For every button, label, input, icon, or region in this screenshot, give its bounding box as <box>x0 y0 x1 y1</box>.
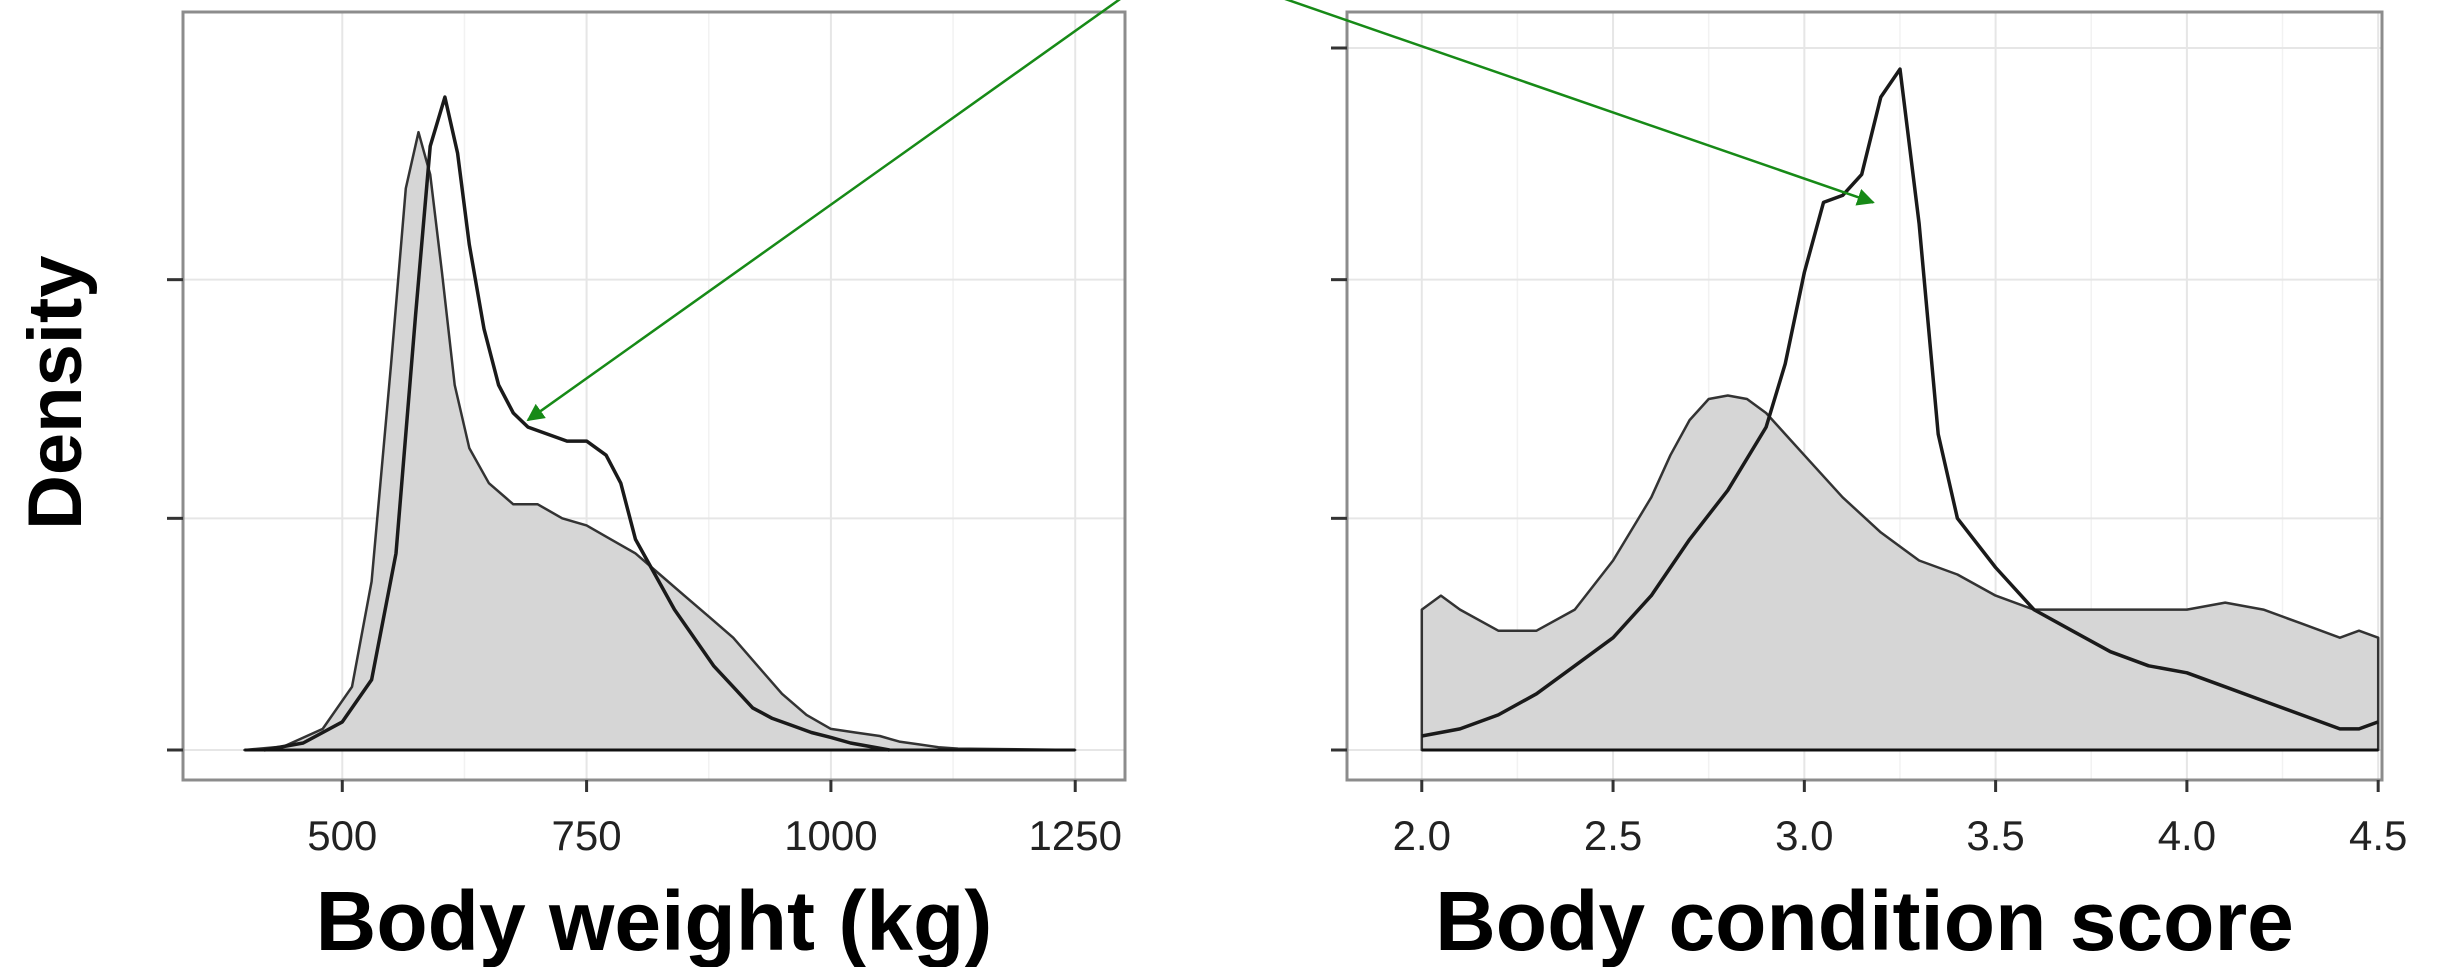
annotation-arrow <box>1284 0 1875 206</box>
panel-border <box>181 10 1127 782</box>
x-tick-label: 2.5 <box>1584 812 1642 859</box>
annotation-arrow <box>526 0 1121 422</box>
body-condition-panel: 2.0 2.5 3.0 3.5 4.0 4.5 Body condition score <box>1331 10 2407 967</box>
x-tick-label: 3.5 <box>1966 812 2024 859</box>
x-tick-label: 3.0 <box>1775 812 1833 859</box>
y-axis-title: Density <box>13 255 98 530</box>
x-tick-label: 1000 <box>784 812 877 859</box>
x-tick-label: 750 <box>552 812 622 859</box>
x-tick-label: 2.0 <box>1393 812 1451 859</box>
x-tick-label: 500 <box>307 812 377 859</box>
x-tick-label: 4.0 <box>2158 812 2216 859</box>
panel-border <box>1345 10 2384 782</box>
density-line-outline <box>263 95 890 752</box>
x-tick-label: 4.5 <box>2349 812 2407 859</box>
density-line-outline <box>1421 67 2379 738</box>
annotation-arrows <box>526 0 1875 422</box>
x-axis-title: Body weight (kg) <box>316 874 993 967</box>
x-tick-label: 1250 <box>1029 812 1122 859</box>
body-weight-panel: 500 750 1000 1250 Body weight (kg) <box>167 10 1127 967</box>
x-axis-title: Body condition score <box>1435 874 2294 967</box>
density-area-filled <box>243 130 1077 752</box>
